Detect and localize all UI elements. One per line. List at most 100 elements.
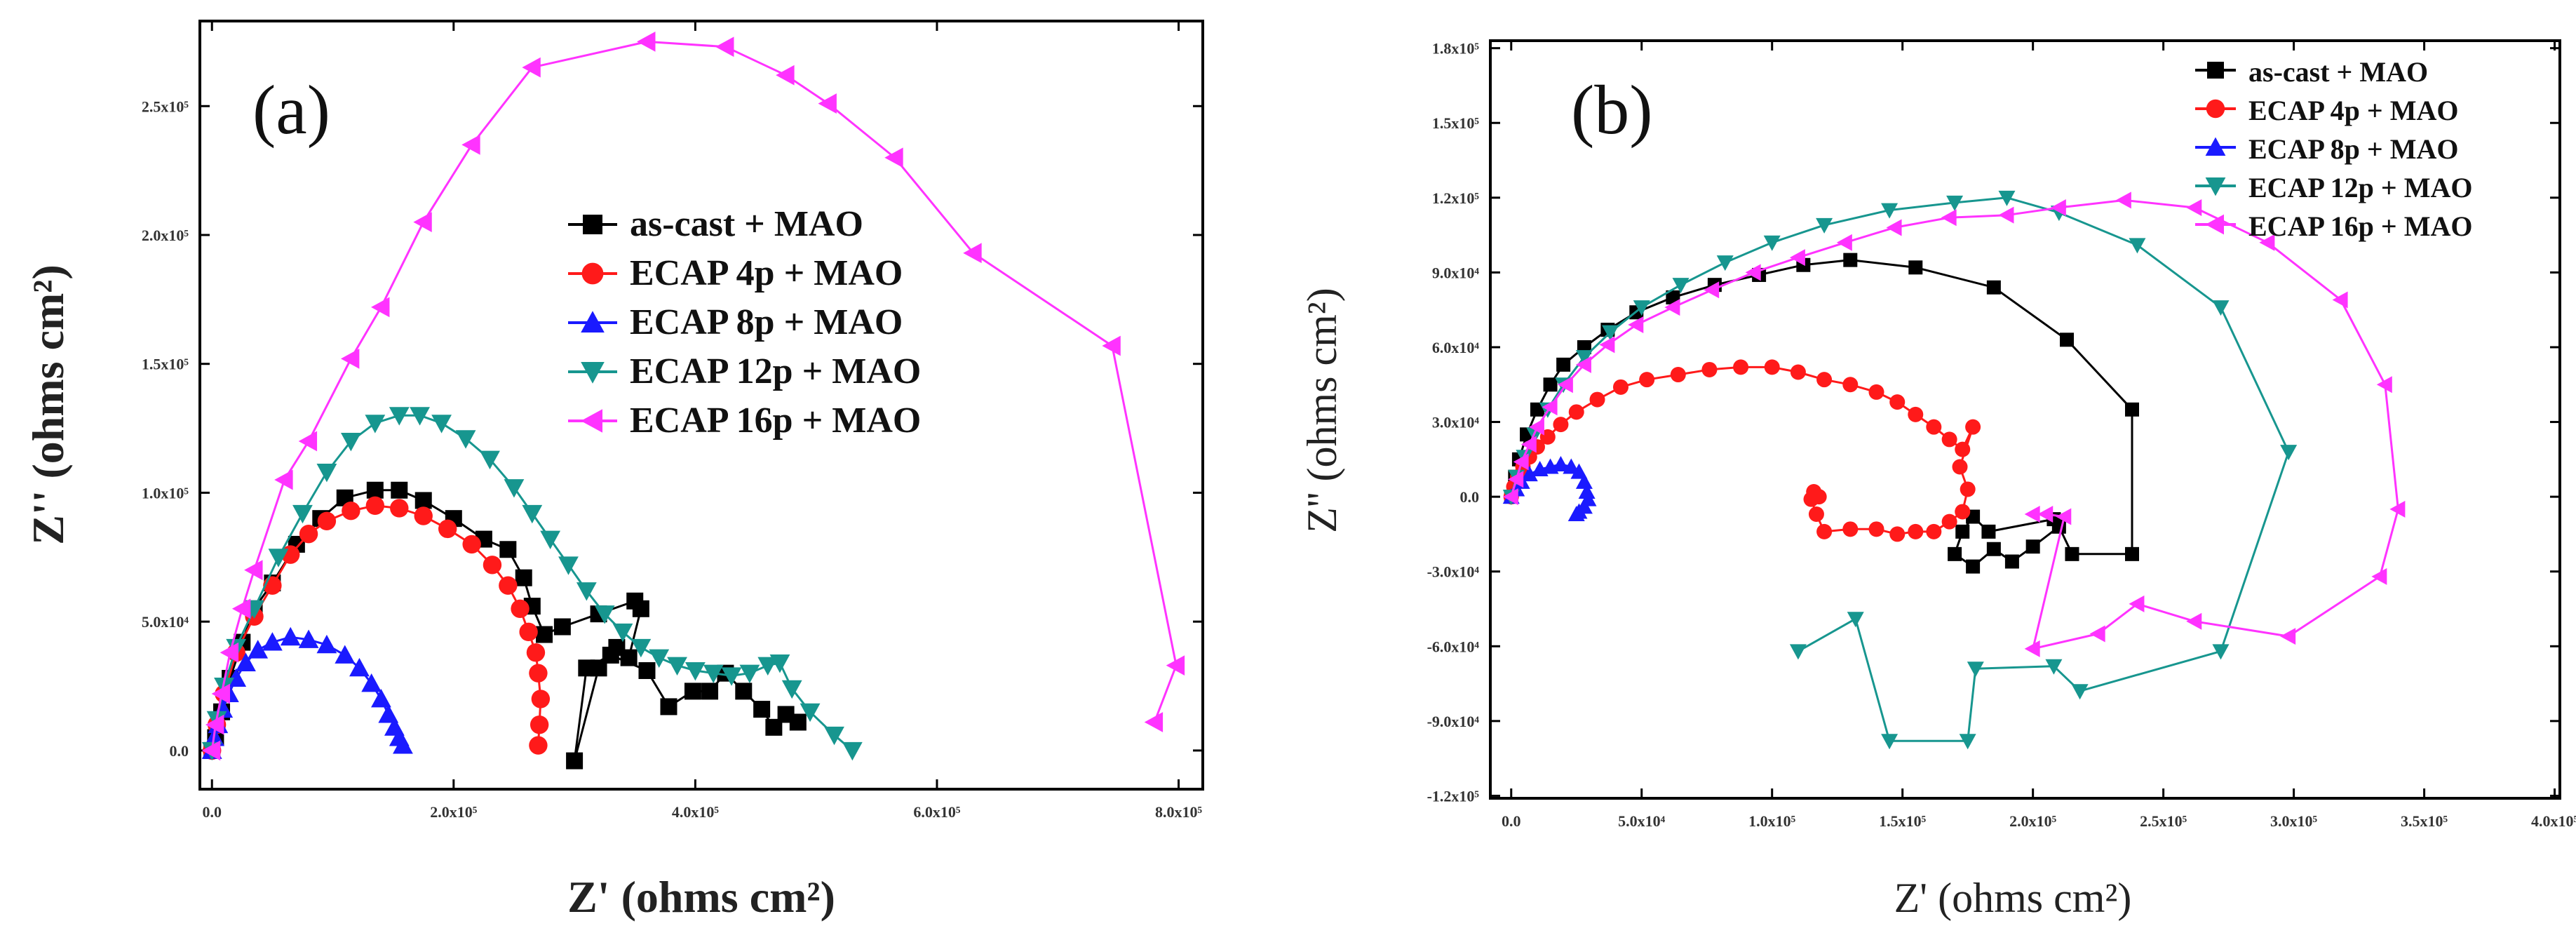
plot-frame-a (198, 20, 1204, 791)
y-tick-label: -9.0x10⁴ (1427, 713, 1480, 730)
data-point (1570, 463, 1588, 479)
legend-marker (2206, 99, 2225, 119)
data-point (1542, 398, 1558, 416)
data-point (483, 556, 502, 575)
x-tick-label: 3.0x10⁵ (2270, 812, 2318, 830)
x-tick-label: 1.0x10⁵ (1748, 812, 1796, 830)
data-point (1952, 459, 1968, 475)
data-point (2280, 445, 2298, 461)
legend-marker (581, 311, 605, 333)
data-point (602, 646, 619, 664)
y-tick-label: 1.8x10⁵ (1432, 40, 1480, 58)
data-point (2024, 640, 2040, 657)
data-point (1789, 249, 1805, 267)
data-point (511, 599, 530, 618)
data-point (1843, 253, 1858, 267)
legend-entry: ECAP 16p + MAO (2195, 210, 2472, 242)
data-point (316, 634, 337, 654)
data-point (660, 698, 677, 716)
data-point (361, 673, 382, 692)
data-point (1908, 260, 1923, 275)
data-point (274, 469, 293, 490)
y-tick-label: 2.0x10⁵ (142, 227, 189, 244)
y-tick-label: 0.0 (170, 742, 189, 760)
legend-marker (2205, 214, 2224, 235)
data-point (2071, 684, 2089, 700)
data-point (715, 36, 734, 58)
data-point (529, 664, 548, 683)
series-layer-a (201, 31, 1185, 770)
data-point (612, 623, 633, 643)
y-tick-label: 6.0x10⁴ (1432, 339, 1480, 356)
y-tick-label: 3.0x10⁴ (1432, 414, 1480, 431)
data-point (340, 348, 360, 369)
data-point (1881, 734, 1899, 750)
data-point (2212, 644, 2230, 660)
data-point (298, 431, 318, 452)
data-point (1716, 255, 1734, 271)
data-point (2037, 506, 2054, 523)
legend-entry: ECAP 4p + MAO (568, 253, 903, 293)
data-point (1508, 471, 1524, 488)
data-point (2280, 628, 2296, 645)
data-point (1530, 402, 1544, 417)
data-point (499, 541, 517, 558)
legend-marker (581, 362, 605, 384)
legend-label: ECAP 8p + MAO (630, 302, 903, 342)
x-tick-label: 4.0x10⁵ (672, 803, 720, 821)
legend-label: ECAP 4p + MAO (2248, 95, 2458, 126)
data-point (2065, 546, 2079, 561)
series-line (210, 40, 1178, 751)
data-point (2089, 625, 2105, 643)
data-point (824, 726, 844, 746)
data-point (410, 407, 430, 426)
data-point (1965, 419, 1981, 435)
legend-marker (583, 215, 602, 234)
legend-marker (2207, 62, 2224, 79)
data-point (1889, 526, 1906, 542)
axis-ticks-b: 0.0 5.0x10⁴ 1.0x10⁵ 1.5x10⁵ 2.0x10⁵ 2.5x10⁵ 3.… (1427, 40, 2576, 830)
x-tick-label: 6.0x10⁵ (913, 803, 961, 821)
data-point (1701, 361, 1718, 377)
data-point (462, 535, 481, 554)
data-point (630, 638, 652, 658)
data-point (299, 525, 318, 544)
data-point (721, 667, 742, 686)
data-point (1955, 524, 1970, 539)
series-line (1510, 199, 2399, 650)
legend-entry: ECAP 8p + MAO (2195, 133, 2458, 165)
legend-entry: ECAP 16p + MAO (568, 401, 921, 441)
data-point (594, 605, 615, 624)
legend-label: ECAP 12p + MAO (2248, 172, 2472, 203)
series-4 (1502, 192, 2406, 657)
data-point (1575, 356, 1591, 373)
data-point (292, 504, 313, 524)
data-point (800, 703, 821, 723)
x-tick-label: 0.0 (1502, 812, 1521, 830)
data-point (1908, 523, 1924, 539)
chart-panel-b: (b) 0.0 5.0x10⁴ 1.0x10⁵ 1.5x10⁵ 2.0x10⁵ 2.5x1… (1299, 39, 2576, 921)
data-point (1816, 372, 1833, 388)
data-point (2115, 192, 2131, 209)
data-point (735, 683, 753, 700)
y-tick-label: 0.0 (1460, 488, 1480, 506)
series-line (1510, 196, 2290, 742)
data-point (540, 530, 561, 549)
data-point (2129, 238, 2146, 254)
data-point (1955, 504, 1971, 520)
data-point (393, 735, 413, 754)
data-point (1520, 466, 1538, 482)
data-point (529, 736, 548, 755)
x-tick-label: 5.0x10⁴ (1618, 812, 1666, 830)
y-tick-label: -1.2x10⁵ (1427, 787, 1480, 805)
panel-label-b: (b) (1571, 71, 1653, 149)
data-point (739, 664, 760, 684)
data-point (1908, 406, 1924, 422)
data-point (1967, 661, 1984, 678)
data-point (685, 661, 706, 681)
data-point (1886, 219, 1902, 236)
data-point (1955, 441, 1971, 457)
y-tick-label: -3.0x10⁴ (1427, 563, 1480, 581)
data-point (268, 549, 289, 567)
data-point (515, 569, 532, 586)
